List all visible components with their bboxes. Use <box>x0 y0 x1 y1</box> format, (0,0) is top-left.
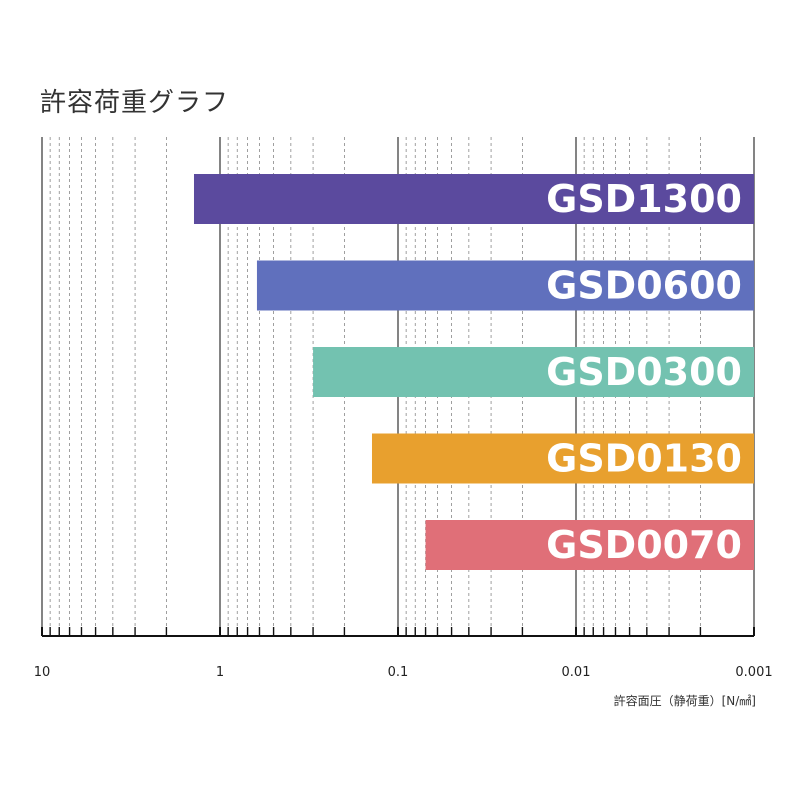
x-axis-label: 許容面圧（静荷重）[N/㎟] <box>613 694 756 708</box>
bar <box>313 347 754 397</box>
bar-label: GSD0070 <box>546 523 742 567</box>
bar <box>256 260 754 311</box>
chart-title: 許容荷重グラフ <box>40 88 230 118</box>
x-tick-label: 0.001 <box>735 665 772 680</box>
x-tick-label: 0.01 <box>562 665 591 680</box>
x-tick-label: 10 <box>34 665 51 680</box>
bar <box>193 174 755 224</box>
bar-label: GSD1300 <box>546 177 742 221</box>
bar-label: GSD0600 <box>546 264 742 308</box>
x-tick-label: 1 <box>216 665 224 680</box>
bar-label: GSD0300 <box>546 350 742 394</box>
bar <box>425 520 754 570</box>
x-tick-label: 0.1 <box>388 665 409 680</box>
bar <box>371 433 754 484</box>
bar-label: GSD0130 <box>546 437 742 481</box>
